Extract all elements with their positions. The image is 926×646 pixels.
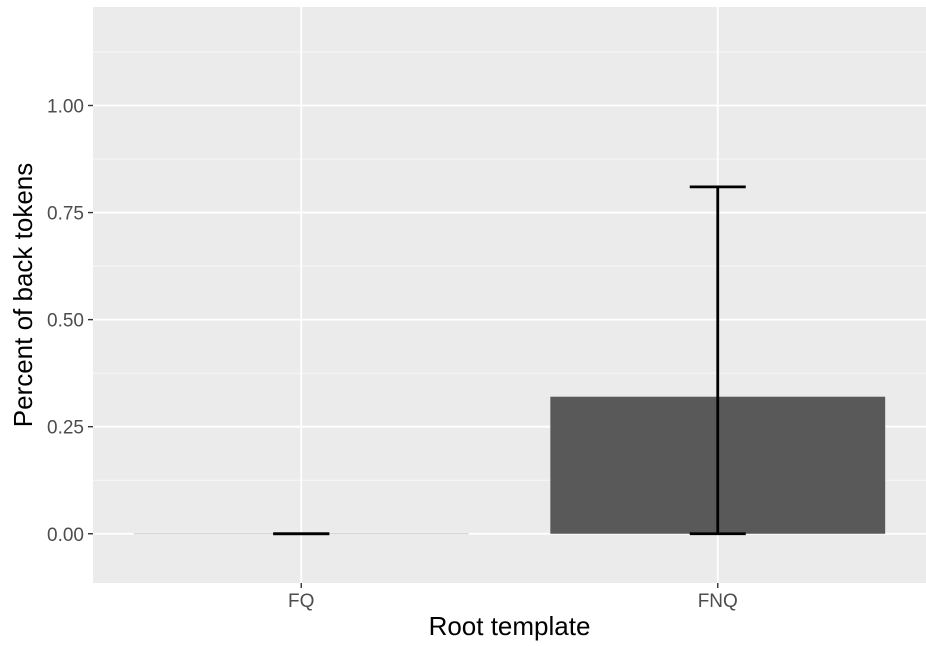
- y-tick-label: 1.00: [47, 96, 84, 117]
- y-tick-label: 0.25: [47, 418, 84, 439]
- error-bars: [273, 185, 746, 536]
- y-axis-title: Percent of back tokens: [8, 163, 38, 427]
- x-axis-title: Root template: [429, 611, 591, 641]
- y-axis-ticks: 0.00 0.25 0.50 0.75 1.00: [47, 96, 93, 546]
- y-tick-label: 0.00: [47, 525, 84, 546]
- error-bar-FNQ: [689, 185, 746, 536]
- y-tick-label: 0.75: [47, 204, 84, 225]
- y-tick-label: 0.50: [47, 311, 84, 332]
- x-tick-label: FQ: [288, 591, 314, 612]
- x-tick-label: FNQ: [698, 591, 738, 612]
- x-axis-ticks: FQ FNQ: [288, 583, 738, 612]
